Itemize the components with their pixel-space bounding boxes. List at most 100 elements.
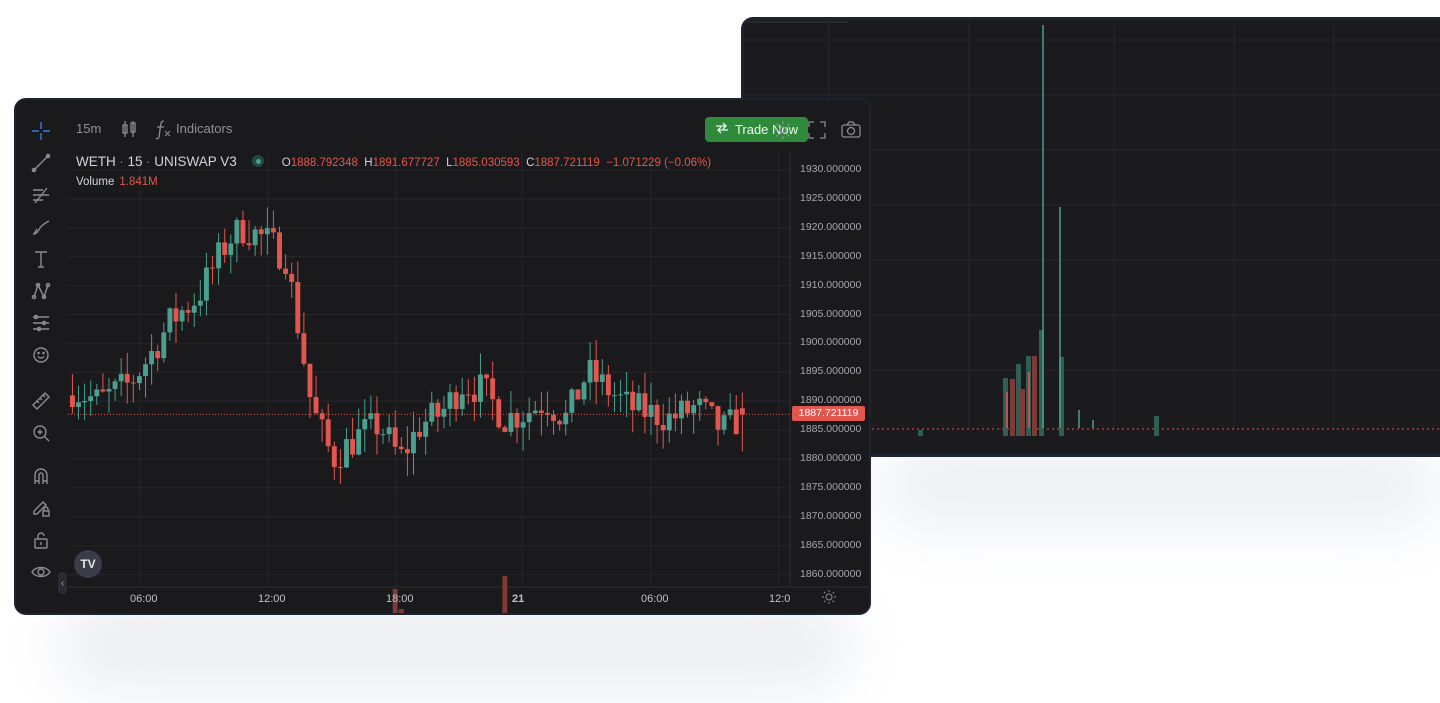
text-icon[interactable]: [28, 246, 54, 272]
open-label: O: [281, 157, 291, 169]
symbol-interval: 15: [127, 154, 143, 169]
low-label: L: [446, 157, 453, 169]
price-tick-label: 1930.000000: [800, 163, 862, 175]
symbol-legend: WETH · 15 · UNISWAP V3 O1888.792348 H189…: [76, 154, 712, 169]
background-volume-chart: [744, 20, 1440, 436]
candle-body: [88, 396, 94, 401]
candle-body: [569, 389, 575, 413]
candle-body: [727, 409, 733, 416]
price-tick-label: 1865.000000: [800, 538, 862, 551]
candle-body: [672, 413, 678, 419]
candle-body: [557, 420, 563, 425]
volume-bar: [1032, 356, 1037, 436]
candle-body: [453, 392, 459, 410]
candle-body: [277, 232, 282, 269]
candle-body: [587, 359, 593, 383]
volume-bar: [1020, 389, 1025, 436]
brush-icon[interactable]: [28, 214, 54, 240]
candle-body: [374, 413, 380, 435]
candle-body: [124, 373, 130, 383]
pattern-icon[interactable]: [28, 278, 54, 304]
fib-icon[interactable]: [28, 182, 54, 208]
candle-body: [733, 409, 739, 435]
candle-body: [654, 404, 660, 425]
fx-icon[interactable]: [152, 118, 174, 140]
candle-body: [411, 431, 416, 454]
candle-body: [362, 419, 368, 430]
volume-bar: [392, 589, 398, 613]
candle-body: [234, 220, 240, 244]
candlestick-chart[interactable]: [16, 100, 871, 615]
magnet-icon[interactable]: [28, 463, 54, 489]
time-tick-label: 18:00: [386, 593, 414, 605]
candle-body: [465, 394, 471, 396]
candle-body: [246, 243, 252, 246]
candle-body: [118, 373, 124, 382]
symbol-name[interactable]: WETH: [76, 154, 116, 169]
price-tick-label: 1910.000000: [800, 278, 862, 291]
candle-body: [100, 389, 106, 392]
candles-icon[interactable]: [118, 118, 140, 140]
candle-body: [520, 422, 526, 428]
indicators-button[interactable]: Indicators: [176, 121, 233, 136]
price-tick-label: 1905.000000: [800, 307, 862, 320]
settings-sun-icon[interactable]: [821, 589, 837, 610]
candle-body: [136, 376, 142, 384]
candle-body: [203, 267, 209, 301]
candle-body: [484, 374, 490, 379]
emoji-icon[interactable]: [28, 342, 54, 368]
candle-body: [545, 412, 550, 415]
price-tick-label: 1870.000000: [800, 509, 862, 522]
candle-body: [167, 308, 173, 333]
ruler-icon[interactable]: [28, 388, 54, 414]
trend-line-icon[interactable]: [28, 150, 54, 176]
volume-bar: [398, 609, 404, 613]
chart-topbar: 15m Indicators Trade Now: [66, 100, 869, 158]
prediction-icon[interactable]: [28, 310, 54, 336]
candle-body: [112, 381, 118, 389]
candle-body: [721, 415, 727, 430]
candle-body: [679, 400, 684, 419]
candle-body: [325, 419, 331, 447]
candle-body: [149, 351, 155, 365]
lock-drawing-icon[interactable]: [28, 495, 54, 521]
candle-body: [599, 374, 605, 382]
volume-bar: [1059, 357, 1064, 436]
candle-body: [356, 429, 362, 455]
fullscreen-icon[interactable]: [806, 119, 828, 141]
time-tick-label: 06:00: [130, 593, 158, 605]
candle-body: [392, 427, 398, 447]
high-value: 1891.677727: [372, 157, 440, 169]
candle-body: [289, 273, 295, 282]
collapse-toolbar-button[interactable]: ‹: [58, 572, 67, 594]
lock-icon[interactable]: [28, 527, 54, 553]
candle-body: [648, 404, 654, 417]
zoom-in-icon[interactable]: [28, 420, 54, 446]
candle-body: [496, 399, 502, 428]
volume-legend: Volume 1.841M: [76, 176, 158, 188]
candle-body: [179, 310, 185, 322]
candle-body: [307, 363, 313, 398]
camera-icon[interactable]: [840, 119, 862, 141]
price-axis[interactable]: 1930.000000 1925.000000 1920.000000 1915.00…: [790, 150, 869, 585]
candle-body: [319, 413, 325, 420]
candle-body: [709, 402, 715, 407]
open-value: 1888.792348: [290, 157, 358, 169]
candle-body: [508, 412, 514, 432]
volume-bar: [502, 576, 508, 613]
candle-body: [538, 410, 544, 413]
price-tick-label: 1875.000000: [800, 480, 862, 493]
volume-bar: [1016, 364, 1021, 436]
gear-icon[interactable]: [772, 119, 794, 141]
volume-bar: [1039, 330, 1044, 436]
candle-body: [404, 449, 410, 454]
candle-body: [691, 405, 697, 414]
candle-body: [197, 300, 203, 306]
market-status-icon: [252, 155, 265, 167]
eye-icon[interactable]: [28, 559, 54, 585]
crosshair-icon[interactable]: [28, 118, 54, 144]
candle-body: [715, 406, 721, 430]
drawing-toolbar: [16, 100, 66, 613]
candle-body: [252, 229, 258, 246]
interval-button[interactable]: 15m: [76, 121, 102, 136]
